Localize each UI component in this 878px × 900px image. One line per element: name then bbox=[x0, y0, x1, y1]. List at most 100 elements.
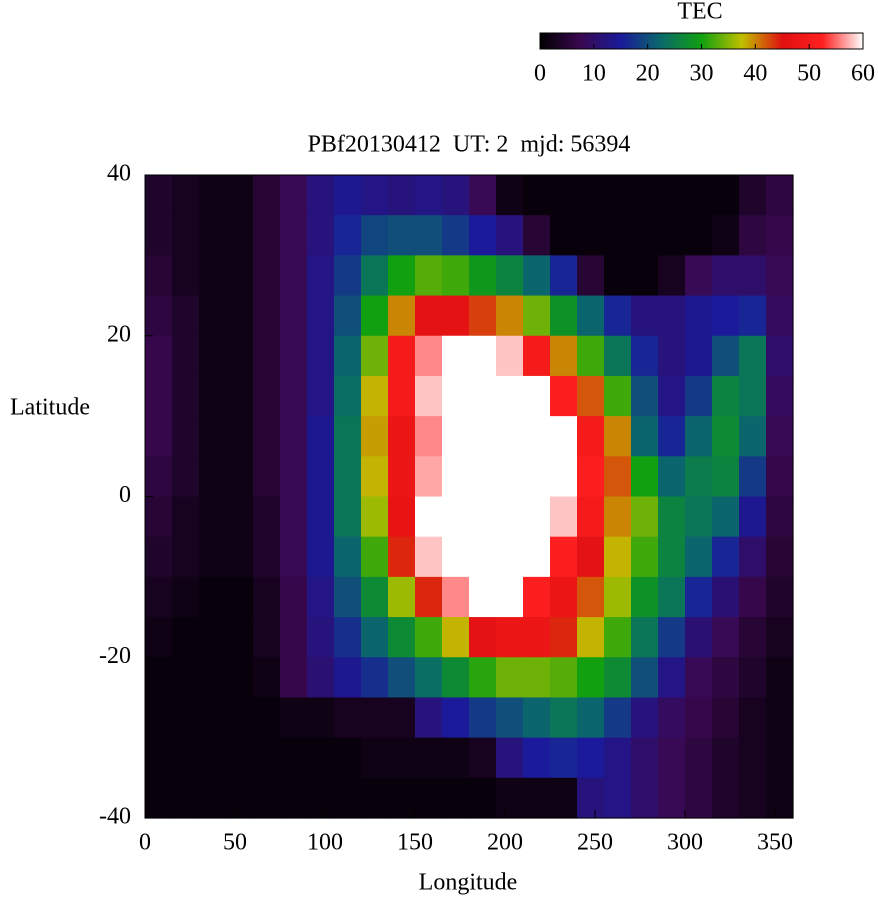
heat-cell bbox=[280, 175, 308, 216]
heat-cell bbox=[361, 617, 389, 658]
heat-cell bbox=[577, 175, 605, 216]
heat-cell bbox=[739, 657, 767, 699]
heat-cell bbox=[604, 617, 632, 658]
heat-cell bbox=[577, 335, 605, 377]
colorbar-label: TEC bbox=[677, 0, 722, 25]
heat-cell bbox=[334, 657, 362, 699]
heat-cell bbox=[523, 255, 551, 297]
heat-cell bbox=[496, 576, 524, 618]
heat-cell bbox=[631, 335, 659, 377]
heat-cell bbox=[469, 496, 497, 538]
heat-cell bbox=[253, 657, 281, 699]
heat-cell bbox=[307, 215, 335, 256]
heat-cell bbox=[604, 295, 632, 337]
heat-cell bbox=[604, 456, 632, 498]
heat-cell bbox=[658, 456, 686, 498]
heat-cell bbox=[496, 737, 524, 779]
heat-cell bbox=[172, 215, 200, 256]
heat-cell bbox=[334, 295, 362, 337]
heat-cell bbox=[361, 737, 389, 779]
heat-cell bbox=[280, 335, 308, 377]
heat-cell bbox=[766, 215, 794, 256]
heat-cell bbox=[712, 496, 740, 538]
heat-cell bbox=[496, 255, 524, 297]
heat-cell bbox=[415, 295, 443, 337]
heat-cell bbox=[280, 777, 308, 819]
heat-cell bbox=[172, 536, 200, 578]
heat-cell bbox=[658, 255, 686, 297]
heat-cell bbox=[172, 657, 200, 699]
heat-cell bbox=[577, 496, 605, 538]
heat-cell bbox=[199, 175, 227, 216]
heat-cell bbox=[172, 335, 200, 377]
heat-cell bbox=[658, 576, 686, 618]
heat-cell bbox=[442, 657, 470, 699]
x-tick-label: 300 bbox=[667, 830, 703, 856]
heat-cell bbox=[145, 456, 173, 498]
heat-cell bbox=[334, 375, 362, 417]
heat-cell bbox=[766, 335, 794, 377]
heat-cell bbox=[388, 255, 416, 297]
heat-cell bbox=[199, 335, 227, 377]
heat-cell bbox=[766, 416, 794, 457]
heat-cell bbox=[550, 697, 578, 739]
heat-cell bbox=[712, 777, 740, 819]
heat-cell bbox=[658, 295, 686, 337]
heat-cell bbox=[388, 617, 416, 658]
heat-cell bbox=[496, 335, 524, 377]
y-axis-label: Latitude bbox=[10, 395, 90, 421]
heat-cell bbox=[739, 617, 767, 658]
heat-cell bbox=[226, 175, 254, 216]
heat-cell bbox=[415, 416, 443, 457]
heat-cell bbox=[280, 617, 308, 658]
colorbar-tick-label: 60 bbox=[851, 61, 875, 87]
heat-cell bbox=[253, 215, 281, 256]
heat-cell bbox=[739, 255, 767, 297]
heat-cell bbox=[523, 536, 551, 578]
heat-cell bbox=[226, 215, 254, 256]
heat-cell bbox=[388, 295, 416, 337]
x-tick-label: 200 bbox=[487, 830, 523, 856]
heat-cell bbox=[550, 375, 578, 417]
heat-cell bbox=[604, 375, 632, 417]
heat-cell bbox=[415, 496, 443, 538]
heat-cell bbox=[631, 496, 659, 538]
heat-cell bbox=[739, 295, 767, 337]
heat-cell bbox=[388, 416, 416, 457]
heat-cell bbox=[712, 536, 740, 578]
heat-cell bbox=[469, 456, 497, 498]
colorbar-tick-label: 0 bbox=[534, 61, 546, 87]
heat-cell bbox=[658, 697, 686, 739]
heat-cell bbox=[361, 456, 389, 498]
heat-cell bbox=[388, 657, 416, 699]
heat-cell bbox=[226, 536, 254, 578]
heat-cell bbox=[604, 657, 632, 699]
heat-cell bbox=[523, 737, 551, 779]
heat-cell bbox=[199, 617, 227, 658]
heat-cell bbox=[253, 375, 281, 417]
heat-cell bbox=[658, 536, 686, 578]
y-tick-label: -40 bbox=[99, 804, 131, 830]
heat-cell bbox=[388, 737, 416, 779]
heat-cell bbox=[712, 576, 740, 618]
heat-cell bbox=[307, 456, 335, 498]
heat-cell bbox=[469, 375, 497, 417]
heat-cell bbox=[712, 295, 740, 337]
heat-cell bbox=[523, 697, 551, 739]
x-tick-label: 350 bbox=[757, 830, 793, 856]
heat-cell bbox=[577, 737, 605, 779]
heat-cell bbox=[604, 175, 632, 216]
heat-cell bbox=[496, 215, 524, 256]
heat-cell bbox=[685, 697, 713, 739]
heat-cell bbox=[766, 295, 794, 337]
heat-cell bbox=[469, 215, 497, 256]
heat-cell bbox=[523, 657, 551, 699]
heat-cell bbox=[334, 697, 362, 739]
heat-cell bbox=[442, 335, 470, 377]
heat-cell bbox=[604, 536, 632, 578]
heat-cell bbox=[280, 737, 308, 779]
heat-cell bbox=[388, 375, 416, 417]
heat-cell bbox=[550, 576, 578, 618]
heat-cell bbox=[442, 496, 470, 538]
heat-cell bbox=[766, 496, 794, 538]
